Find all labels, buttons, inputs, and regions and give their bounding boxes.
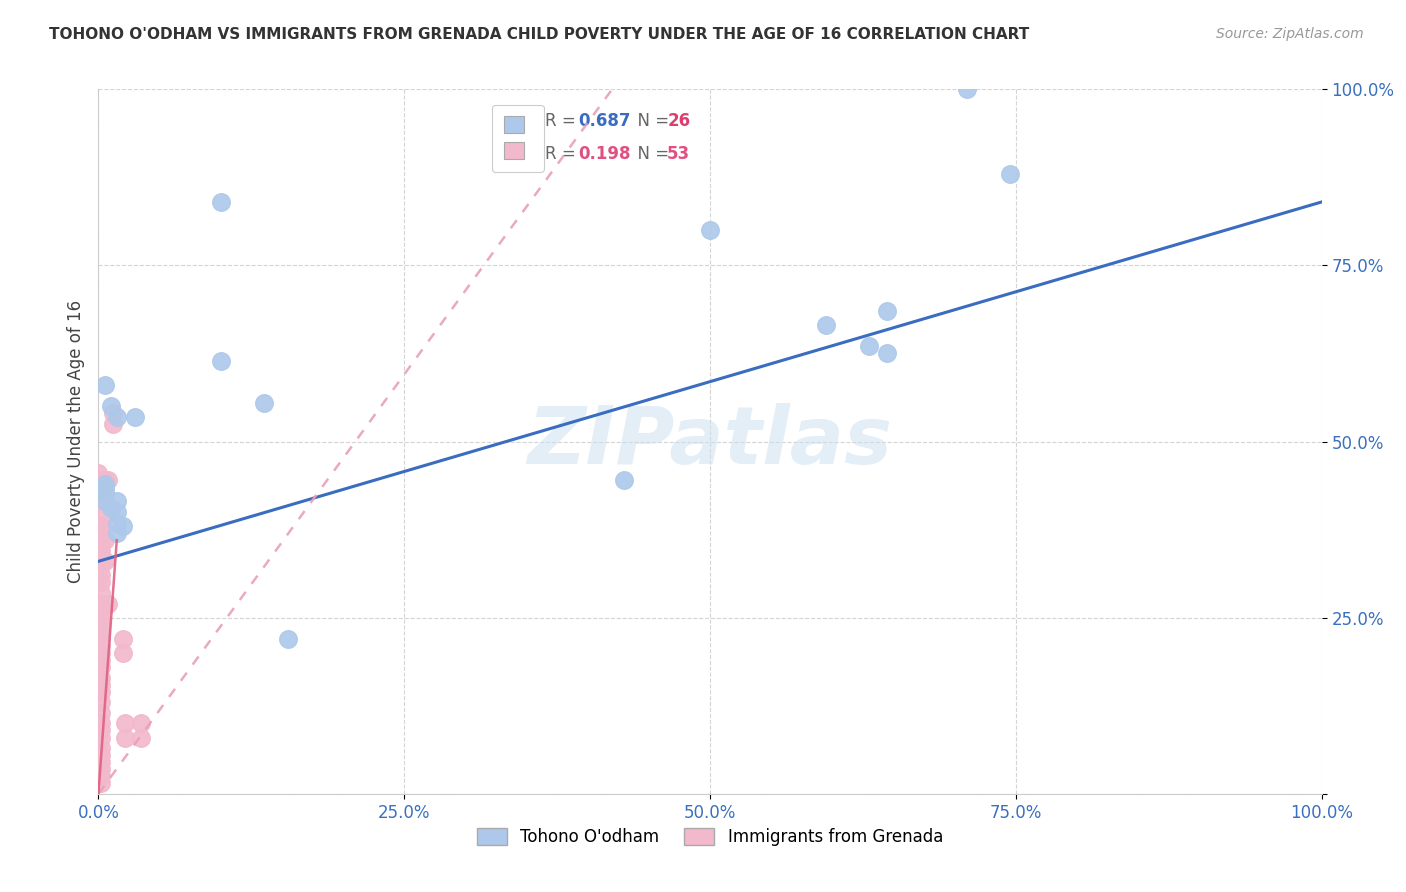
Point	[90, 748, 112, 763]
Point	[111, 632, 134, 646]
Point	[90, 646, 112, 660]
Point	[114, 716, 136, 731]
Point	[209, 194, 232, 209]
Point	[90, 568, 112, 582]
Point	[87, 483, 110, 498]
Point	[90, 671, 112, 685]
Point	[105, 526, 128, 541]
Point	[93, 487, 115, 501]
Point	[90, 526, 112, 541]
Point	[90, 695, 112, 709]
Point	[613, 473, 636, 487]
Point	[93, 554, 115, 568]
Point	[90, 617, 112, 632]
Point	[815, 318, 838, 333]
Point	[124, 409, 146, 424]
Point	[90, 575, 112, 590]
Point	[90, 558, 112, 572]
Text: N =: N =	[627, 145, 675, 163]
Point	[101, 406, 124, 420]
Point	[93, 533, 115, 548]
Point	[105, 494, 128, 508]
Point	[93, 473, 115, 487]
Point	[876, 304, 898, 318]
Point	[100, 501, 122, 516]
Point	[93, 378, 115, 392]
Text: 26: 26	[668, 112, 690, 130]
Point	[956, 82, 979, 96]
Point	[90, 624, 112, 639]
Point	[111, 646, 134, 660]
Point	[90, 543, 112, 558]
Point	[277, 632, 299, 646]
Point	[699, 223, 721, 237]
Legend: Tohono O'odham, Immigrants from Grenada: Tohono O'odham, Immigrants from Grenada	[470, 821, 950, 853]
Point	[876, 346, 898, 360]
Point	[105, 516, 128, 530]
Point	[90, 723, 112, 738]
Text: R =: R =	[546, 112, 581, 130]
Text: 53: 53	[668, 145, 690, 163]
Point	[87, 473, 110, 487]
Point	[93, 480, 115, 494]
Point	[100, 399, 122, 413]
Point	[90, 550, 112, 565]
Point	[90, 639, 112, 653]
Text: 0.687: 0.687	[578, 112, 630, 130]
Point	[87, 745, 110, 759]
Point	[105, 505, 128, 519]
Point	[97, 473, 120, 487]
Point	[252, 396, 274, 410]
Point	[998, 167, 1021, 181]
Point	[114, 731, 136, 745]
Point	[90, 597, 112, 611]
Text: ZIPatlas: ZIPatlas	[527, 402, 893, 481]
Point	[90, 586, 112, 600]
Point	[90, 632, 112, 646]
Point	[90, 706, 112, 720]
Text: TOHONO O'ODHAM VS IMMIGRANTS FROM GRENADA CHILD POVERTY UNDER THE AGE OF 16 CORR: TOHONO O'ODHAM VS IMMIGRANTS FROM GRENAD…	[49, 27, 1029, 42]
Point	[90, 716, 112, 731]
Point	[90, 660, 112, 674]
Point	[209, 353, 232, 368]
Point	[90, 604, 112, 618]
Point	[858, 339, 880, 353]
Text: Source: ZipAtlas.com: Source: ZipAtlas.com	[1216, 27, 1364, 41]
Y-axis label: Child Poverty Under the Age of 16: Child Poverty Under the Age of 16	[66, 300, 84, 583]
Point	[129, 716, 152, 731]
Text: R =: R =	[546, 145, 581, 163]
Point	[90, 684, 112, 698]
Point	[90, 762, 112, 776]
Point	[90, 755, 112, 769]
Point	[90, 776, 112, 790]
Point	[90, 610, 112, 624]
Point	[93, 508, 115, 523]
Point	[93, 483, 115, 498]
Text: N =: N =	[627, 112, 675, 130]
Point	[90, 741, 112, 756]
Point	[87, 494, 110, 508]
Point	[90, 678, 112, 692]
Point	[93, 476, 115, 491]
Point	[87, 467, 110, 481]
Point	[101, 417, 124, 431]
Point	[90, 769, 112, 783]
Point	[111, 519, 134, 533]
Point	[129, 731, 152, 745]
Point	[93, 494, 115, 508]
Text: 0.198: 0.198	[578, 145, 630, 163]
Point	[90, 519, 112, 533]
Point	[97, 597, 120, 611]
Point	[90, 537, 112, 551]
Point	[105, 409, 128, 424]
Point	[90, 731, 112, 745]
Point	[90, 653, 112, 667]
